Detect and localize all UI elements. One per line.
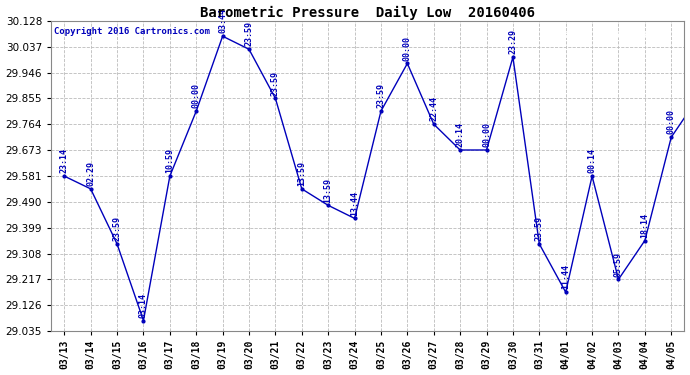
Text: 13:59: 13:59 [324, 177, 333, 203]
Text: 18:14: 18:14 [640, 213, 649, 238]
Text: 05:59: 05:59 [614, 252, 623, 277]
Text: 02:29: 02:29 [86, 161, 95, 186]
Text: Copyright 2016 Cartronics.com: Copyright 2016 Cartronics.com [55, 27, 210, 36]
Text: 10:59: 10:59 [166, 148, 175, 173]
Text: 23:59: 23:59 [0, 374, 1, 375]
Text: 03:44: 03:44 [218, 8, 227, 33]
Text: 23:29: 23:29 [509, 29, 518, 54]
Text: 00:00: 00:00 [192, 83, 201, 108]
Text: 13:44: 13:44 [350, 190, 359, 216]
Text: 00:00: 00:00 [667, 110, 676, 135]
Text: 23:59: 23:59 [244, 21, 253, 46]
Text: 13:59: 13:59 [297, 161, 306, 186]
Text: 23:59: 23:59 [377, 83, 386, 108]
Text: 00:00: 00:00 [482, 122, 491, 147]
Text: 00:00: 00:00 [403, 36, 412, 61]
Text: 11:44: 11:44 [561, 264, 570, 290]
Text: 23:14: 23:14 [60, 148, 69, 173]
Text: 20:14: 20:14 [455, 122, 464, 147]
Text: 22:44: 22:44 [429, 96, 438, 122]
Text: 23:59: 23:59 [535, 216, 544, 241]
Text: 00:14: 00:14 [588, 148, 597, 173]
Text: 03:14: 03:14 [139, 293, 148, 318]
Text: 23:59: 23:59 [271, 70, 280, 96]
Title: Barometric Pressure  Daily Low  20160406: Barometric Pressure Daily Low 20160406 [200, 6, 535, 20]
Text: 23:59: 23:59 [112, 216, 121, 241]
